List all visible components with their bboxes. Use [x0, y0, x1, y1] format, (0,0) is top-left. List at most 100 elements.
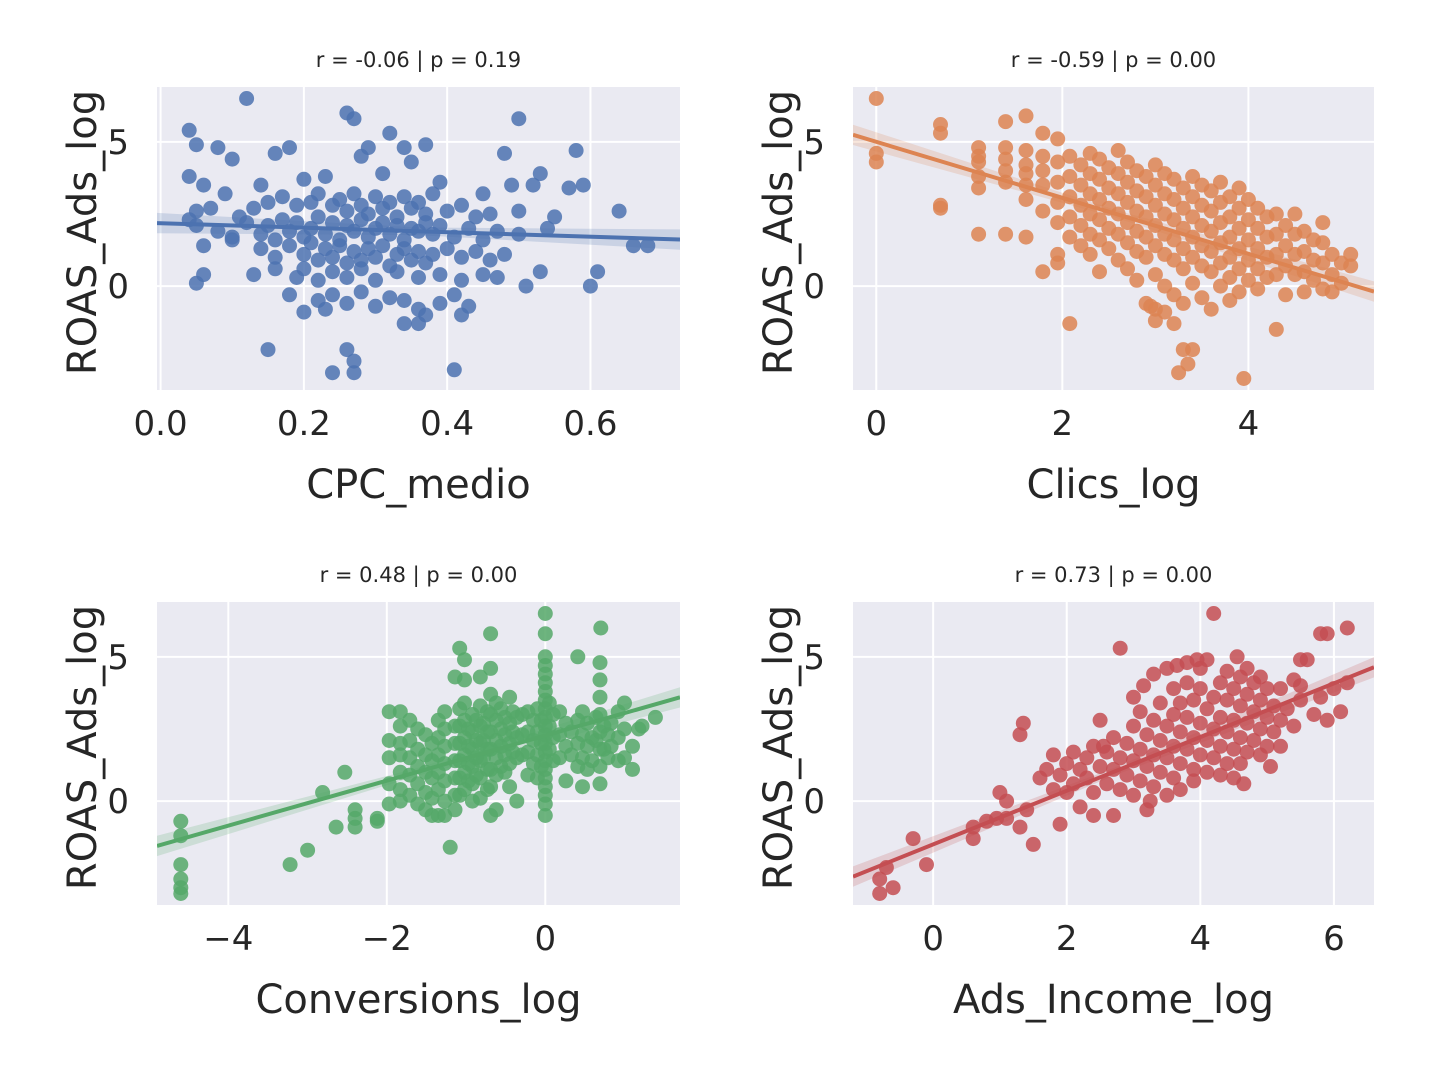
- data-point: [1018, 229, 1034, 245]
- data-point: [454, 272, 469, 288]
- data-point: [1236, 371, 1252, 386]
- data-point: [1313, 689, 1329, 705]
- data-point: [1199, 764, 1215, 780]
- data-point: [353, 261, 369, 277]
- data-point: [1175, 261, 1191, 277]
- data-point: [328, 819, 344, 835]
- data-point: [617, 695, 632, 711]
- data-point: [1231, 284, 1247, 300]
- data-point: [1159, 787, 1175, 803]
- data-point: [392, 704, 408, 720]
- data-point: [1296, 284, 1312, 300]
- data-point: [173, 857, 189, 873]
- data-point: [1126, 787, 1141, 803]
- data-point: [1142, 793, 1158, 809]
- data-point: [332, 192, 348, 207]
- data-point: [310, 186, 326, 202]
- data-point: [1152, 733, 1168, 748]
- data-point: [337, 764, 353, 780]
- data-point: [998, 226, 1014, 242]
- subplot-title: r = -0.06 | p = 0.19: [316, 48, 521, 73]
- data-point: [1287, 206, 1303, 222]
- data-point: [1252, 669, 1268, 685]
- data-point: [483, 779, 499, 795]
- data-point: [1062, 148, 1078, 164]
- data-point: [1012, 727, 1028, 743]
- data-point: [1072, 799, 1088, 815]
- data-point: [296, 304, 312, 320]
- data-point: [396, 293, 412, 308]
- data-point: [411, 270, 426, 285]
- data-point: [1212, 738, 1228, 754]
- data-point: [1179, 709, 1195, 725]
- data-point: [998, 114, 1014, 130]
- data-point: [1219, 663, 1235, 679]
- data-point: [1147, 267, 1163, 283]
- data-point: [173, 886, 189, 901]
- data-point: [1166, 770, 1182, 786]
- data-point: [1246, 733, 1262, 748]
- data-point: [353, 212, 369, 228]
- data-point: [353, 148, 369, 164]
- data-point: [502, 779, 518, 795]
- data-point: [1252, 692, 1268, 708]
- data-point: [582, 278, 598, 294]
- data-point: [1194, 290, 1210, 306]
- data-point: [346, 111, 362, 127]
- data-point: [919, 857, 934, 873]
- data-point: [1273, 738, 1288, 754]
- data-point: [457, 672, 472, 688]
- data-point: [1199, 701, 1215, 717]
- data-point: [375, 166, 391, 182]
- data-point: [224, 232, 240, 248]
- x-tick-label: 2: [1052, 404, 1074, 444]
- data-point: [382, 194, 398, 210]
- data-point: [518, 278, 534, 294]
- data-point: [446, 287, 462, 303]
- data-point: [1065, 744, 1081, 760]
- data-point: [1082, 246, 1098, 262]
- data-point: [188, 137, 204, 153]
- data-point: [1146, 779, 1162, 795]
- data-point: [339, 203, 355, 219]
- data-point: [253, 241, 269, 257]
- data-point: [625, 738, 640, 754]
- y-tick-label: 0: [803, 267, 825, 307]
- data-point: [1175, 295, 1191, 311]
- data-point: [368, 249, 383, 265]
- y-tick-label: 0: [107, 782, 129, 822]
- data-point: [475, 232, 491, 248]
- data-point: [475, 267, 491, 283]
- data-point: [369, 810, 385, 826]
- data-point: [1286, 718, 1302, 734]
- data-point: [1250, 281, 1266, 297]
- data-point: [1146, 666, 1162, 682]
- data-point: [1052, 767, 1068, 783]
- data-point: [483, 626, 499, 642]
- data-point: [339, 342, 355, 358]
- data-point: [347, 802, 363, 818]
- data-point: [1039, 761, 1055, 777]
- data-point: [1106, 730, 1121, 746]
- x-axis-label: Conversions_log: [255, 977, 581, 1023]
- data-point: [1268, 321, 1284, 337]
- data-point: [1212, 709, 1228, 725]
- x-tick-label: 0.0: [134, 404, 188, 444]
- regression-line: [157, 221, 680, 242]
- data-point: [483, 660, 499, 676]
- data-point: [1050, 215, 1066, 231]
- data-point: [1263, 759, 1278, 774]
- data-point: [1343, 246, 1359, 262]
- data-point: [1126, 689, 1141, 705]
- data-point: [317, 169, 333, 184]
- data-point: [1319, 712, 1335, 728]
- data-point: [1099, 776, 1115, 792]
- data-point: [296, 171, 312, 187]
- data-point: [482, 252, 498, 268]
- data-point: [217, 186, 233, 202]
- data-point: [1139, 727, 1155, 743]
- regression-line: [853, 665, 1374, 879]
- data-point: [1035, 203, 1051, 219]
- data-point: [1343, 258, 1359, 274]
- data-point: [282, 287, 297, 303]
